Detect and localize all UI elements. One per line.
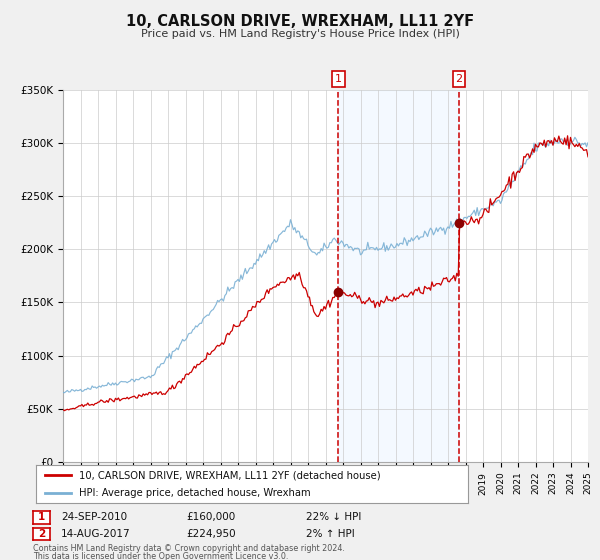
Text: £224,950: £224,950 (186, 529, 236, 539)
Text: 14-AUG-2017: 14-AUG-2017 (61, 529, 131, 539)
Text: 2: 2 (455, 74, 463, 84)
Text: Price paid vs. HM Land Registry's House Price Index (HPI): Price paid vs. HM Land Registry's House … (140, 29, 460, 39)
Text: 24-SEP-2010: 24-SEP-2010 (61, 512, 127, 522)
Text: 2% ↑ HPI: 2% ↑ HPI (306, 529, 355, 539)
Text: HPI: Average price, detached house, Wrexham: HPI: Average price, detached house, Wrex… (79, 488, 311, 498)
Text: Contains HM Land Registry data © Crown copyright and database right 2024.: Contains HM Land Registry data © Crown c… (33, 544, 345, 553)
Text: 1: 1 (38, 512, 45, 522)
Text: This data is licensed under the Open Government Licence v3.0.: This data is licensed under the Open Gov… (33, 552, 289, 560)
Text: 22% ↓ HPI: 22% ↓ HPI (306, 512, 361, 522)
Text: 1: 1 (335, 74, 342, 84)
Text: 2: 2 (38, 529, 45, 539)
Text: £160,000: £160,000 (186, 512, 235, 522)
Text: 10, CARLSON DRIVE, WREXHAM, LL11 2YF (detached house): 10, CARLSON DRIVE, WREXHAM, LL11 2YF (de… (79, 470, 381, 480)
Text: 10, CARLSON DRIVE, WREXHAM, LL11 2YF: 10, CARLSON DRIVE, WREXHAM, LL11 2YF (126, 14, 474, 29)
Bar (338, 90, 459, 462)
